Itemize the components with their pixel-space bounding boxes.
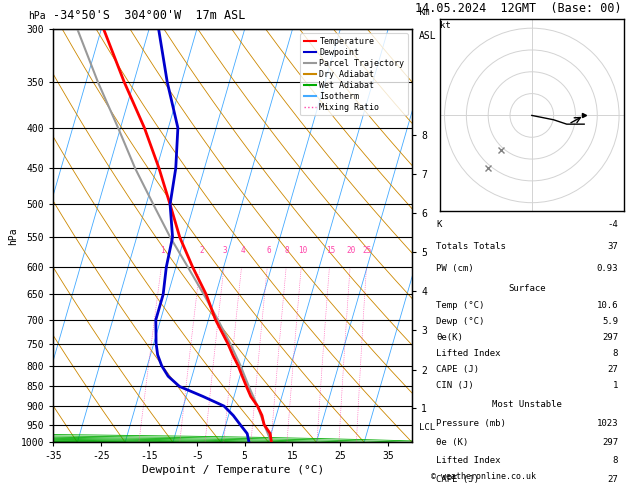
Text: km: km <box>419 7 431 17</box>
Text: θe(K): θe(K) <box>436 333 463 342</box>
Legend: Temperature, Dewpoint, Parcel Trajectory, Dry Adiabat, Wet Adiabat, Isotherm, Mi: Temperature, Dewpoint, Parcel Trajectory… <box>300 34 408 116</box>
Text: 27: 27 <box>608 475 618 484</box>
Text: 297: 297 <box>602 437 618 447</box>
Text: Surface: Surface <box>508 284 546 294</box>
Text: CIN (J): CIN (J) <box>436 381 474 390</box>
Text: 3: 3 <box>223 246 228 255</box>
Text: 8: 8 <box>285 246 289 255</box>
Text: kt: kt <box>440 21 451 30</box>
Text: CAPE (J): CAPE (J) <box>436 365 479 374</box>
Text: 8: 8 <box>613 349 618 358</box>
Text: θe (K): θe (K) <box>436 437 469 447</box>
Text: Lifted Index: Lifted Index <box>436 456 501 466</box>
Text: 1: 1 <box>160 246 165 255</box>
Text: Lifted Index: Lifted Index <box>436 349 501 358</box>
Text: Most Unstable: Most Unstable <box>492 400 562 409</box>
Text: 10.6: 10.6 <box>597 300 618 310</box>
X-axis label: Dewpoint / Temperature (°C): Dewpoint / Temperature (°C) <box>142 466 324 475</box>
Text: 37: 37 <box>608 242 618 251</box>
Text: 1: 1 <box>613 381 618 390</box>
Text: -34°50'S  304°00'W  17m ASL: -34°50'S 304°00'W 17m ASL <box>53 9 246 22</box>
Text: 4: 4 <box>240 246 245 255</box>
Text: © weatheronline.co.uk: © weatheronline.co.uk <box>431 472 536 481</box>
Text: 15: 15 <box>326 246 335 255</box>
Text: CAPE (J): CAPE (J) <box>436 475 479 484</box>
Text: 2: 2 <box>199 246 204 255</box>
Text: 27: 27 <box>608 365 618 374</box>
Text: Temp (°C): Temp (°C) <box>436 300 484 310</box>
Text: Dewp (°C): Dewp (°C) <box>436 317 484 326</box>
Text: 10: 10 <box>298 246 307 255</box>
Text: LCL: LCL <box>419 423 435 432</box>
Y-axis label: hPa: hPa <box>8 227 18 244</box>
Text: PW (cm): PW (cm) <box>436 264 474 273</box>
Text: 20: 20 <box>347 246 355 255</box>
Text: Pressure (mb): Pressure (mb) <box>436 419 506 428</box>
Text: 6: 6 <box>266 246 270 255</box>
Text: ASL: ASL <box>419 31 437 41</box>
Text: 1023: 1023 <box>597 419 618 428</box>
Text: 25: 25 <box>362 246 372 255</box>
Text: K: K <box>436 220 442 229</box>
Text: 14.05.2024  12GMT  (Base: 00): 14.05.2024 12GMT (Base: 00) <box>415 1 621 15</box>
Text: hPa: hPa <box>28 11 46 21</box>
Text: -4: -4 <box>608 220 618 229</box>
Text: Totals Totals: Totals Totals <box>436 242 506 251</box>
Text: 5.9: 5.9 <box>602 317 618 326</box>
Text: 0.93: 0.93 <box>597 264 618 273</box>
Text: 297: 297 <box>602 333 618 342</box>
Text: 8: 8 <box>613 456 618 466</box>
